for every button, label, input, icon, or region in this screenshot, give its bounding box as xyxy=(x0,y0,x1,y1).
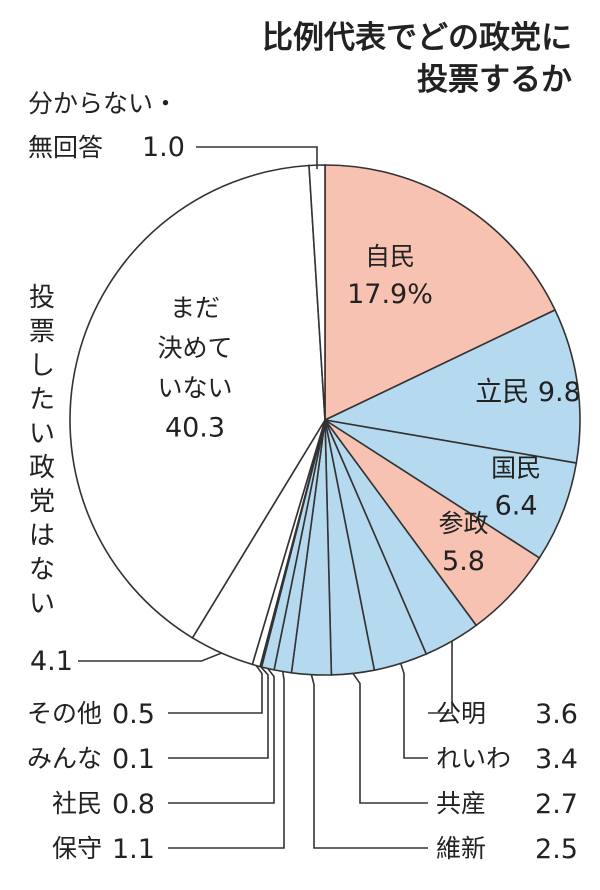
value-slice-6: 2.7 xyxy=(535,789,578,820)
value-slice-9: 0.8 xyxy=(112,789,155,820)
name-slice-11: その他 xyxy=(27,699,102,728)
pie-slice-1 xyxy=(322,308,581,464)
leader-slice-10 xyxy=(168,666,269,759)
leader-slice-12 xyxy=(78,652,222,662)
name-slice-5: れいわ xyxy=(436,744,511,773)
value-slice-3: 5.8 xyxy=(442,546,485,577)
name-slice-12-char-8: な xyxy=(29,555,55,585)
leader-slice-8 xyxy=(168,671,285,849)
value-slice-0: 17.9% xyxy=(347,279,433,310)
name-slice-13-sub1: 決めて xyxy=(157,333,232,362)
leader-slice-4 xyxy=(428,641,453,714)
name-slice-12-char-3: た xyxy=(29,385,55,415)
slices-group xyxy=(69,164,581,676)
name-slice-12-char-0: 投 xyxy=(29,283,55,313)
name-slice-3: 参政 xyxy=(438,509,488,538)
name-slice-12-char-4: い xyxy=(29,419,55,449)
name-slice-12-char-7: は xyxy=(29,521,55,551)
value-slice-13: 40.3 xyxy=(165,412,225,443)
leader-lines xyxy=(78,146,453,849)
leader-slice-9 xyxy=(168,668,275,804)
name-slice-14-line-1: 分からない・ xyxy=(28,89,178,118)
leader-slice-11 xyxy=(168,665,263,714)
name-slice-8: 保守 xyxy=(52,834,102,863)
text-labels: 比例代表でどの政党に 投票するか 自民 17.9% 立民 9.8 国民 6.4参政 5.8… xyxy=(27,20,581,865)
name-slice-0: 自民 xyxy=(365,242,415,271)
name-slice-13-sub0: まだ xyxy=(170,293,220,322)
value-slice-8: 1.1 xyxy=(112,834,155,865)
value-slice-5: 3.4 xyxy=(535,744,578,775)
leader-slice-14 xyxy=(196,146,318,170)
chart-title-line-1: 比例代表でどの政党に xyxy=(262,20,572,56)
name-slice-6: 共産 xyxy=(436,789,486,818)
value-slice-11: 0.5 xyxy=(112,699,155,730)
label-slice-1: 立民 9.8 xyxy=(475,377,581,408)
pie-slice-0 xyxy=(324,164,557,422)
value-slice-10: 0.1 xyxy=(112,744,155,775)
value-slice-7: 2.5 xyxy=(535,834,578,865)
name-slice-4: 公明 xyxy=(436,699,486,728)
name-slice-12-char-2: し xyxy=(29,351,55,381)
name-slice-12-char-6: 党 xyxy=(29,487,55,517)
name-slice-12-char-5: 政 xyxy=(29,453,55,483)
pie-slice-13 xyxy=(69,164,326,639)
name-slice-13-sub2: いない xyxy=(157,373,232,402)
name-slice-9: 社民 xyxy=(52,789,102,818)
leader-slice-5 xyxy=(399,663,428,759)
leader-slice-6 xyxy=(352,673,428,804)
value-slice-14: 1.0 xyxy=(142,132,185,163)
value-slice-12: 4.1 xyxy=(30,646,73,677)
name-slice-14-line-2: 無回答 xyxy=(28,133,103,162)
name-slice-10: みんな xyxy=(27,744,102,773)
name-slice-12-char-9: い xyxy=(29,589,55,619)
value-slice-4: 3.6 xyxy=(535,699,578,730)
name-slice-12-char-1: 票 xyxy=(29,317,55,347)
name-slice-7: 維新 xyxy=(436,834,486,863)
name-slice-2: 国民 xyxy=(491,453,541,482)
chart-title-line-2: 投票するか xyxy=(417,62,572,98)
leader-slice-7 xyxy=(310,674,428,849)
value-slice-2: 6.4 xyxy=(495,490,538,521)
